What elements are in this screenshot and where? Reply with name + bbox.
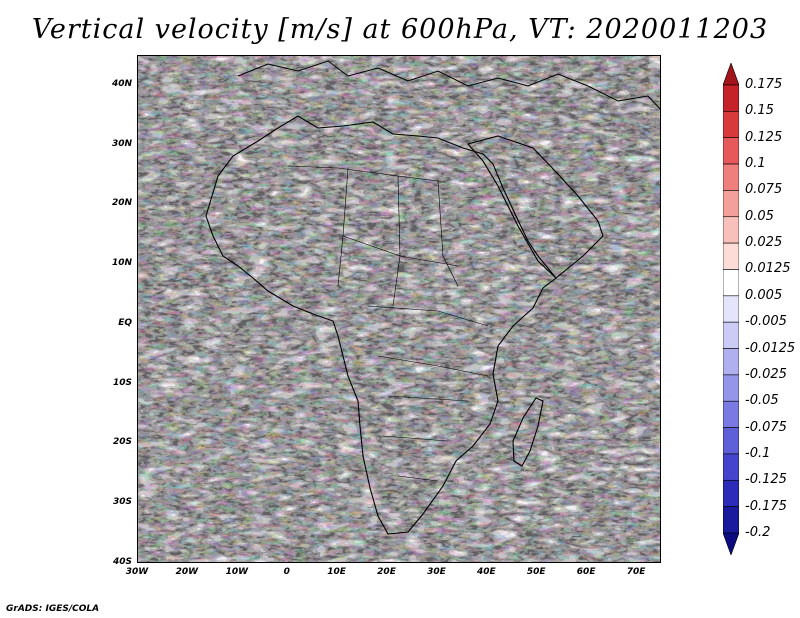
lon-label-8: 50E — [526, 567, 546, 577]
arabia-coastline — [466, 135, 604, 279]
lat-label-1: 30N — [111, 138, 132, 149]
colorbar-label-9: -0.005 — [745, 314, 787, 330]
country-borders — [287, 165, 489, 482]
colorbar-label-5: 0.05 — [745, 208, 774, 224]
lat-label-3: 10N — [111, 258, 132, 269]
lon-label-10: 70E — [626, 567, 646, 577]
colorbar-bin-0 — [723, 63, 739, 86]
map-panel — [137, 55, 661, 563]
lat-label-5: 10S — [112, 377, 132, 388]
colorbar-bin-14 — [723, 427, 739, 455]
colorbar-bin-2 — [723, 111, 739, 139]
lon-label-4: 10E — [327, 567, 346, 577]
colorbar-label-0: 0.175 — [745, 77, 783, 92]
colorbar-label-17: -0.2 — [745, 525, 771, 540]
colorbar-label-7: 0.0125 — [745, 261, 791, 277]
colorbar-label-8: 0.005 — [745, 287, 783, 303]
colorbar-label-4: 0.075 — [745, 182, 783, 198]
colorbar-bin-4 — [723, 163, 739, 191]
colorbar-bin-18 — [723, 532, 739, 555]
colorbar-label-11: -0.025 — [745, 366, 787, 382]
lat-label-7: 30S — [112, 497, 132, 508]
colorbar-bin-13 — [723, 400, 739, 428]
colorbar-label-10: -0.0125 — [745, 340, 796, 356]
lat-label-0: 40N — [111, 78, 132, 89]
plot-title: Vertical velocity [m/s] at 600hPa, VT: 2… — [31, 14, 769, 45]
colorbar-label-13: -0.075 — [745, 419, 787, 435]
africa-coastline — [205, 115, 557, 535]
lat-label-4: EQ — [118, 317, 132, 328]
colorbar-bin-1 — [723, 84, 739, 112]
colorbar — [723, 63, 739, 555]
colorbar-label-1: 0.15 — [745, 103, 774, 119]
colorbar-label-2: 0.125 — [745, 129, 783, 145]
madagascar-coastline — [512, 397, 544, 467]
europe-coastline — [237, 60, 660, 110]
colorbar-bin-3 — [723, 137, 739, 165]
lat-label-6: 20S — [112, 437, 132, 448]
map-svg — [138, 56, 660, 562]
grads-credit: GrADS: IGES/COLA — [6, 604, 100, 614]
colorbar-bin-5 — [723, 190, 739, 218]
colorbar-bin-15 — [723, 453, 739, 481]
lon-label-0: 30W — [125, 567, 149, 577]
colorbar-label-14: -0.1 — [745, 445, 771, 461]
colorbar-bin-8 — [723, 269, 739, 297]
colorbar-bin-11 — [723, 348, 739, 376]
lat-label-2: 20N — [111, 198, 132, 209]
colorbar-bin-10 — [723, 321, 739, 349]
lon-label-2: 10W — [225, 567, 249, 577]
colorbar-label-16: -0.175 — [745, 498, 787, 514]
colorbar-label-15: -0.125 — [745, 472, 787, 488]
lon-label-1: 20W — [175, 567, 199, 577]
colorbar-bin-7 — [723, 242, 739, 270]
colorbar-bin-6 — [723, 216, 739, 244]
colorbar-label-6: 0.025 — [745, 235, 783, 251]
colorbar-bin-9 — [723, 295, 739, 323]
colorbar-label-3: 0.1 — [745, 156, 766, 172]
colorbar-bin-17 — [723, 506, 739, 534]
lon-label-7: 40E — [476, 567, 496, 577]
lat-label-8: 40S — [112, 557, 132, 567]
colorbar-label-12: -0.05 — [745, 393, 779, 409]
lon-label-5: 20E — [377, 567, 396, 577]
colorbar-bin-16 — [723, 479, 739, 507]
colorbar-bin-12 — [723, 374, 739, 402]
lon-label-3: 0 — [283, 567, 290, 577]
lon-label-9: 60E — [576, 567, 596, 577]
ascending-motion-field — [138, 56, 660, 562]
lon-label-6: 30E — [427, 567, 446, 577]
